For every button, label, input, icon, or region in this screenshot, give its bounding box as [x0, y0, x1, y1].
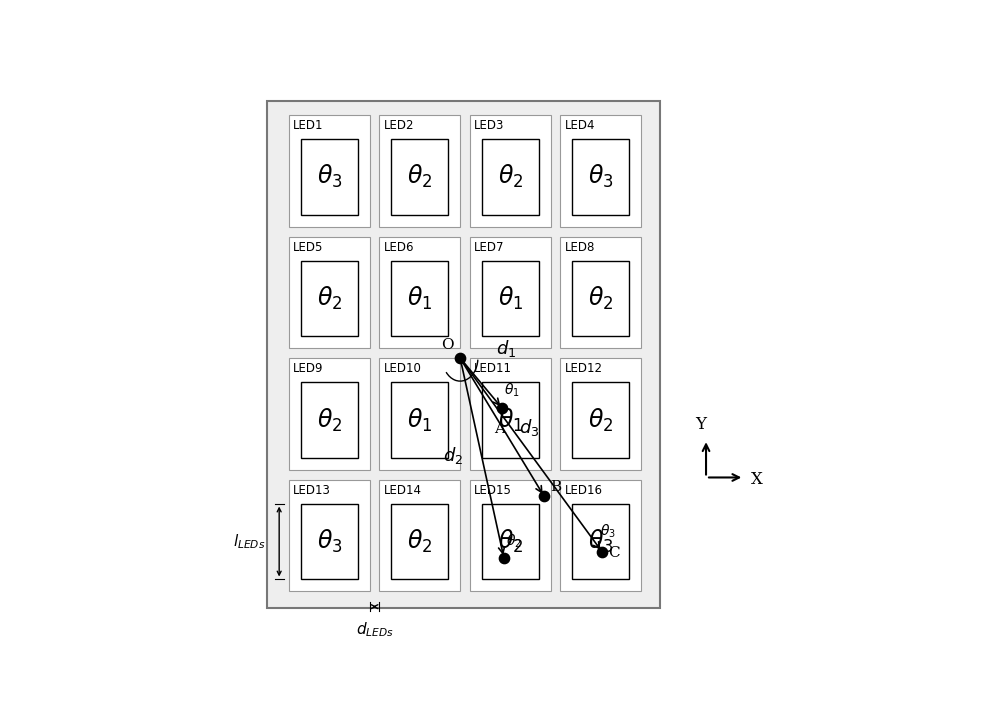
Bar [289, 236, 370, 348]
Text: LED13: LED13 [293, 484, 331, 497]
Bar [289, 115, 370, 227]
Point [494, 403, 510, 414]
Bar [301, 503, 358, 579]
Text: O: O [441, 338, 454, 352]
Text: LED2: LED2 [384, 120, 414, 132]
Point [594, 547, 610, 558]
Bar [482, 382, 539, 458]
Bar [470, 479, 551, 591]
Bar [391, 503, 448, 579]
Point [496, 552, 512, 564]
Bar [560, 358, 641, 470]
Text: $\theta_2$: $\theta_2$ [506, 532, 521, 549]
Bar [379, 236, 460, 348]
Bar [572, 139, 629, 215]
Bar [572, 261, 629, 336]
Text: $\theta_2$: $\theta_2$ [317, 285, 342, 312]
Bar [289, 358, 370, 470]
Text: $\theta_2$: $\theta_2$ [407, 528, 432, 555]
Text: LED3: LED3 [474, 120, 505, 132]
Bar [379, 358, 460, 470]
Bar [572, 382, 629, 458]
Bar [560, 115, 641, 227]
Text: LED4: LED4 [565, 120, 595, 132]
Text: LED7: LED7 [474, 241, 505, 254]
Text: $l_{LEDs}$: $l_{LEDs}$ [233, 532, 266, 551]
Text: LED1: LED1 [293, 120, 324, 132]
Text: $\theta_1$: $\theta_1$ [498, 285, 523, 312]
Text: LED11: LED11 [474, 362, 512, 375]
Point [536, 491, 552, 502]
Bar [391, 139, 448, 215]
Text: A: A [494, 422, 505, 436]
Bar [470, 358, 551, 470]
Bar [267, 101, 660, 608]
Text: $\theta_2$: $\theta_2$ [588, 406, 613, 433]
Text: $\theta_3$: $\theta_3$ [317, 528, 342, 555]
Bar [482, 261, 539, 336]
Text: $\theta_2$: $\theta_2$ [407, 164, 432, 190]
Bar [482, 503, 539, 579]
Bar [572, 503, 629, 579]
Text: C: C [608, 547, 620, 561]
Bar [391, 382, 448, 458]
Text: LED12: LED12 [565, 362, 603, 375]
Bar [560, 236, 641, 348]
Text: $\theta_3$: $\theta_3$ [600, 523, 616, 540]
Text: $\theta_2$: $\theta_2$ [498, 164, 523, 190]
Text: LED10: LED10 [384, 362, 422, 375]
Bar [482, 139, 539, 215]
Bar [289, 479, 370, 591]
Text: $\theta_1$: $\theta_1$ [498, 406, 523, 433]
Text: LED9: LED9 [293, 362, 324, 375]
Bar [470, 115, 551, 227]
Text: LED5: LED5 [293, 241, 324, 254]
Text: B: B [550, 480, 561, 494]
Text: $\theta_1$: $\theta_1$ [407, 406, 432, 433]
Text: $\theta_2$: $\theta_2$ [498, 528, 523, 555]
Text: LED15: LED15 [474, 484, 512, 497]
Text: $\theta_3$: $\theta_3$ [588, 164, 614, 190]
Bar [301, 382, 358, 458]
Bar [301, 261, 358, 336]
Text: X: X [751, 471, 763, 488]
Text: $d_{LEDs}$: $d_{LEDs}$ [356, 620, 394, 639]
Text: $\theta_3$: $\theta_3$ [317, 164, 342, 190]
Bar [560, 479, 641, 591]
Bar [301, 139, 358, 215]
Point [452, 353, 468, 364]
Text: Y: Y [695, 416, 706, 433]
Text: $d_3$: $d_3$ [519, 417, 539, 438]
Text: $\theta_1$: $\theta_1$ [504, 381, 520, 399]
Bar [379, 115, 460, 227]
Bar [470, 236, 551, 348]
Text: LED14: LED14 [384, 484, 422, 497]
Text: LED8: LED8 [565, 241, 595, 254]
Text: LED16: LED16 [565, 484, 603, 497]
Text: LED6: LED6 [384, 241, 414, 254]
Text: $d_2$: $d_2$ [443, 445, 463, 466]
Text: $\theta_3$: $\theta_3$ [588, 528, 614, 555]
Text: $\theta_2$: $\theta_2$ [317, 406, 342, 433]
Text: $\theta_2$: $\theta_2$ [588, 285, 613, 312]
Bar [379, 479, 460, 591]
Bar [391, 261, 448, 336]
Text: $d_1$: $d_1$ [496, 338, 516, 359]
Text: $\theta_1$: $\theta_1$ [407, 285, 432, 312]
